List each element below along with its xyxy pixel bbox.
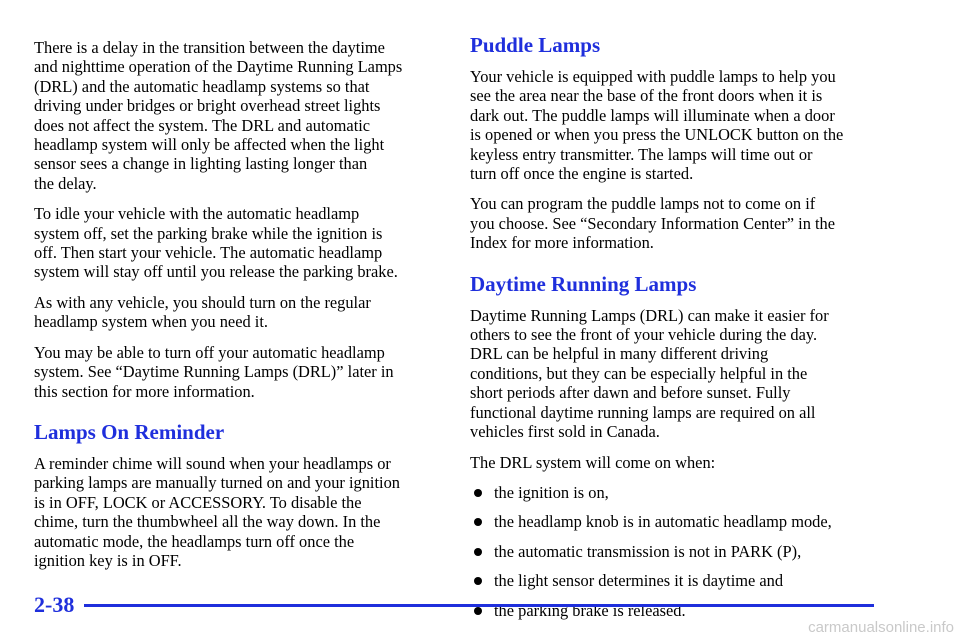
paragraph-reminder-chime: A reminder chime will sound when your he… (34, 453, 400, 570)
heading-daytime-running-lamps: Daytime Running Lamps (470, 271, 697, 296)
bullet-icon (474, 547, 482, 556)
bullet-icon (474, 488, 482, 497)
list-item-text: the headlamp knob is in automatic headla… (494, 512, 832, 532)
left-column: There is a delay in the transition betwe… (34, 38, 438, 581)
bullet-icon (474, 606, 482, 615)
paragraph-regular-headlamps: As with any vehicle, you should turn on … (34, 292, 371, 332)
list-item: the headlamp knob is in automatic headla… (470, 512, 880, 531)
list-item: the ignition is on, (470, 483, 880, 502)
list-item-text: the ignition is on, (494, 482, 609, 502)
list-item: the automatic transmission is not in PAR… (470, 542, 880, 561)
bullet-icon (474, 518, 482, 527)
page-number: 2-38 (34, 592, 75, 617)
paragraph-puddle-lamps: Your vehicle is equipped with puddle lam… (470, 67, 844, 184)
heading-lamps-on-reminder: Lamps On Reminder (34, 419, 225, 444)
paragraph-turn-off-automatic: You may be able to turn off your automat… (34, 342, 394, 401)
right-column: Puddle Lamps Your vehicle is equipped wi… (470, 33, 880, 630)
drl-conditions-list: the ignition is on, the headlamp knob is… (470, 483, 880, 620)
list-item: the light sensor determines it is daytim… (470, 571, 880, 590)
heading-puddle-lamps: Puddle Lamps (470, 33, 601, 57)
list-item-text: the light sensor determines it is daytim… (494, 571, 784, 591)
paragraph-drl-description: Daytime Running Lamps (DRL) can make it … (470, 305, 829, 442)
footer-divider (84, 604, 874, 607)
bullet-icon (474, 577, 482, 586)
watermark: carmanualsonline.info (808, 619, 954, 636)
paragraph-idle-vehicle: To idle your vehicle with the automatic … (34, 204, 398, 282)
paragraph-program-puddle-lamps: You can program the puddle lamps not to … (470, 194, 836, 253)
paragraph-drl-delay: There is a delay in the transition betwe… (34, 38, 403, 193)
paragraph-drl-conditions-intro: The DRL system will come on when: (470, 452, 716, 472)
list-item-text: the automatic transmission is not in PAR… (494, 541, 802, 561)
